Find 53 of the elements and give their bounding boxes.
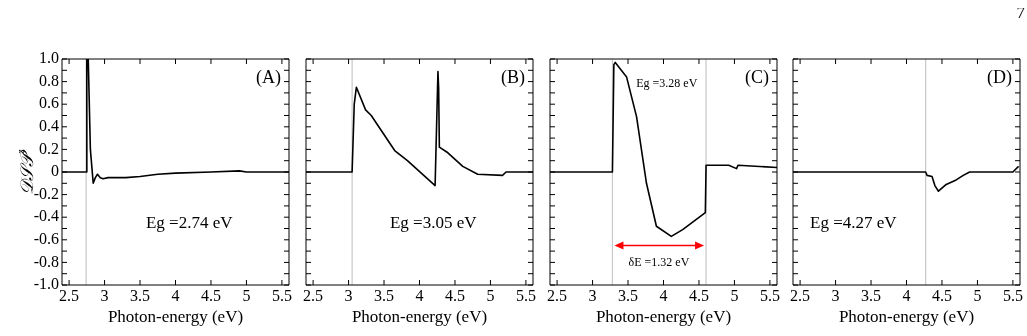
x-axis-title: Photon-energy (eV) — [595, 307, 732, 327]
x-tick-label: 5 — [242, 286, 251, 304]
annotation: Eg =2.74 eV — [145, 213, 234, 233]
x-tick-label: 3.5 — [618, 286, 639, 304]
x-tick-label: 2.5 — [59, 286, 80, 304]
x-tick-label: 4.5 — [200, 286, 221, 304]
x-axis-title: Photon-energy (eV) — [107, 307, 244, 327]
y-tick-label: 0.4 — [39, 117, 59, 134]
y-tick-label: 0.8 — [39, 71, 59, 89]
x-tick-label: 3.5 — [861, 286, 882, 304]
x-axis-title: Photon-energy (eV) — [351, 307, 488, 327]
y-tick-label: -0.8 — [33, 252, 59, 270]
x-tick-label: 4.5 — [931, 286, 952, 304]
x-tick-label: 5.5 — [759, 286, 780, 304]
x-tick-label: 3 — [831, 286, 840, 304]
x-tick-label: 4.5 — [444, 286, 465, 304]
annotation: Eg =3.28 eV — [636, 76, 698, 91]
y-tick-label: 0.6 — [39, 94, 59, 112]
x-tick-label: 2.5 — [547, 286, 568, 304]
chart-title: (B) — [501, 66, 525, 88]
x-tick-label: 3 — [344, 286, 353, 304]
y-tick-label: 1.0 — [39, 49, 59, 67]
x-axis-title: Photon-energy (eV) — [838, 307, 975, 327]
text: 7 — [1016, 3, 1026, 23]
y-tick-label: -1.0 — [33, 275, 59, 293]
x-tick-label: 4 — [902, 286, 911, 304]
chart-title: (D) — [987, 66, 1012, 88]
x-tick-label: 5.5 — [1002, 286, 1023, 304]
x-tick-label: 2.5 — [790, 286, 811, 304]
x-tick-label: 3.5 — [130, 286, 151, 304]
y-tick-label: -0.2 — [33, 184, 59, 202]
x-tick-label: 4 — [415, 286, 424, 304]
y-tick-label: 0 — [51, 162, 59, 180]
x-tick-label: 4.5 — [688, 286, 709, 304]
y-tick-label: 0.2 — [39, 139, 59, 157]
annotation: δE =1.32 eV — [628, 254, 690, 269]
x-tick-label: 5.5 — [515, 286, 536, 304]
x-tick-label: 2.5 — [303, 286, 324, 304]
annotation: Eg =3.05 eV — [389, 213, 478, 233]
x-tick-label: 5 — [973, 286, 982, 304]
y-tick-label: -0.6 — [33, 230, 59, 247]
chart-title: (A) — [256, 66, 281, 88]
x-tick-label: 3 — [588, 286, 597, 304]
y-tick-label: -0.4 — [33, 207, 59, 225]
x-tick-label: 4 — [171, 286, 180, 304]
x-tick-label: 5 — [486, 286, 495, 304]
annotation: Eg =4.27 eV — [810, 213, 898, 233]
x-tick-label: 5.5 — [271, 286, 292, 304]
x-tick-label: 3.5 — [374, 286, 395, 304]
x-tick-label: 4 — [659, 286, 668, 304]
x-tick-label: 3 — [100, 286, 109, 304]
chart-title: (C) — [745, 66, 769, 88]
x-tick-label: 5 — [730, 286, 739, 304]
